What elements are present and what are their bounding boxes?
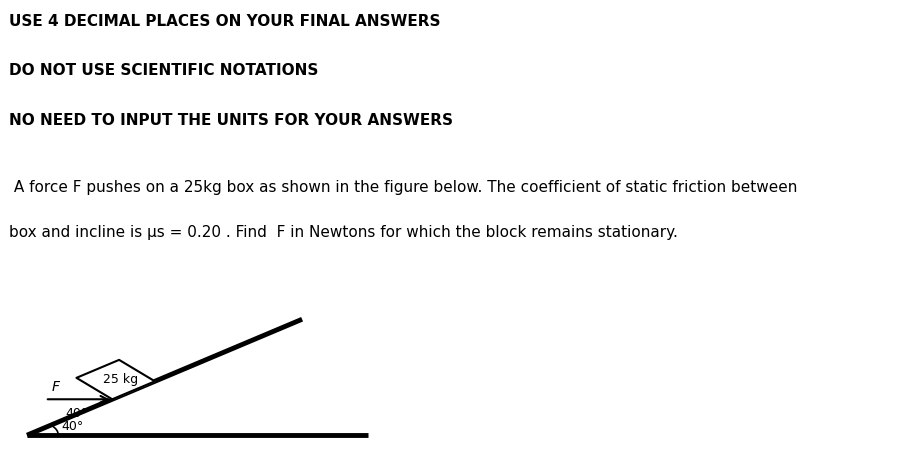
Text: box and incline is μs = 0.20 . Find  F in Newtons for which the block remains st: box and incline is μs = 0.20 . Find F in…: [9, 226, 678, 240]
Text: 40°: 40°: [66, 407, 88, 420]
Text: 25 kg: 25 kg: [102, 373, 137, 386]
Text: NO NEED TO INPUT THE UNITS FOR YOUR ANSWERS: NO NEED TO INPUT THE UNITS FOR YOUR ANSW…: [9, 113, 453, 128]
Polygon shape: [76, 360, 154, 399]
Text: F: F: [52, 380, 59, 394]
Text: 40°: 40°: [61, 420, 84, 433]
Text: USE 4 DECIMAL PLACES ON YOUR FINAL ANSWERS: USE 4 DECIMAL PLACES ON YOUR FINAL ANSWE…: [9, 14, 441, 28]
Text: A force F pushes on a 25kg box as shown in the figure below. The coefficient of : A force F pushes on a 25kg box as shown …: [9, 180, 797, 195]
Text: DO NOT USE SCIENTIFIC NOTATIONS: DO NOT USE SCIENTIFIC NOTATIONS: [9, 63, 319, 78]
